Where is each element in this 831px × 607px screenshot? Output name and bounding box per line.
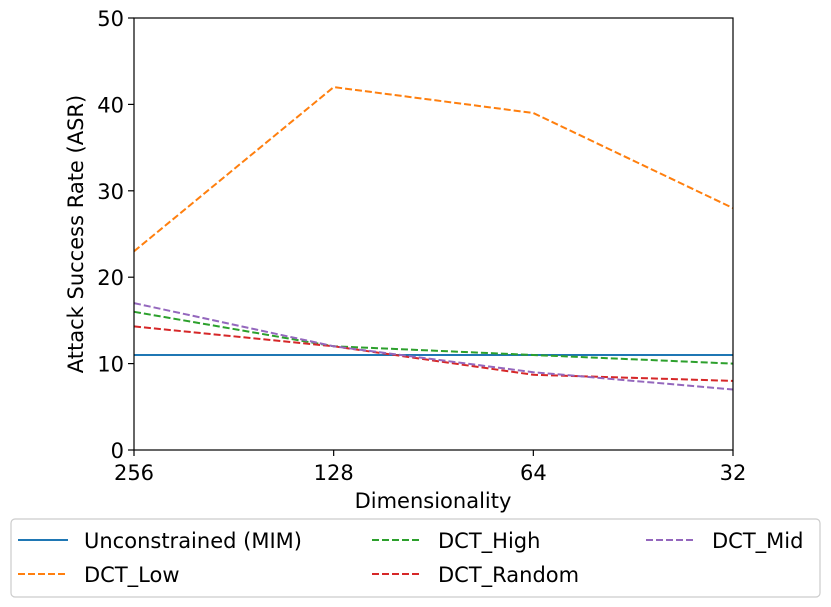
y-axis: 0 10 20 30 40 50 xyxy=(97,7,134,463)
series-line-dct-low xyxy=(133,86,734,253)
series-line-dct-random xyxy=(133,325,734,382)
x-axis-label: Dimensionality xyxy=(355,489,512,513)
plot-lines xyxy=(133,86,734,391)
y-tick-label: 50 xyxy=(97,7,124,31)
x-tick-label: 64 xyxy=(520,461,547,485)
legend: Unconstrained (MIM) DCT_Low DCT_High DCT_Ra… xyxy=(10,518,821,598)
y-axis-label: Attack Success Rate (ASR) xyxy=(64,95,88,373)
y-tick-label: 40 xyxy=(97,93,124,117)
x-tick-label: 32 xyxy=(720,461,747,485)
y-tick-label: 30 xyxy=(97,180,124,204)
legend-label: DCT_High xyxy=(438,529,540,554)
legend-label: DCT_Mid xyxy=(712,529,803,554)
legend-label: DCT_Low xyxy=(84,563,180,588)
series-line-dct-mid xyxy=(133,302,734,391)
series-line-dct-high xyxy=(133,310,734,365)
legend-box xyxy=(10,518,821,598)
legend-label: DCT_Random xyxy=(438,563,579,588)
x-axis: 256 128 64 32 xyxy=(114,450,746,485)
y-tick-label: 0 xyxy=(111,439,124,463)
y-tick-label: 10 xyxy=(97,353,124,377)
x-tick-label: 128 xyxy=(314,461,354,485)
y-tick-label: 20 xyxy=(97,266,124,290)
x-tick-label: 256 xyxy=(114,461,154,485)
legend-label: Unconstrained (MIM) xyxy=(84,529,302,553)
plot-area-frame xyxy=(133,17,734,451)
